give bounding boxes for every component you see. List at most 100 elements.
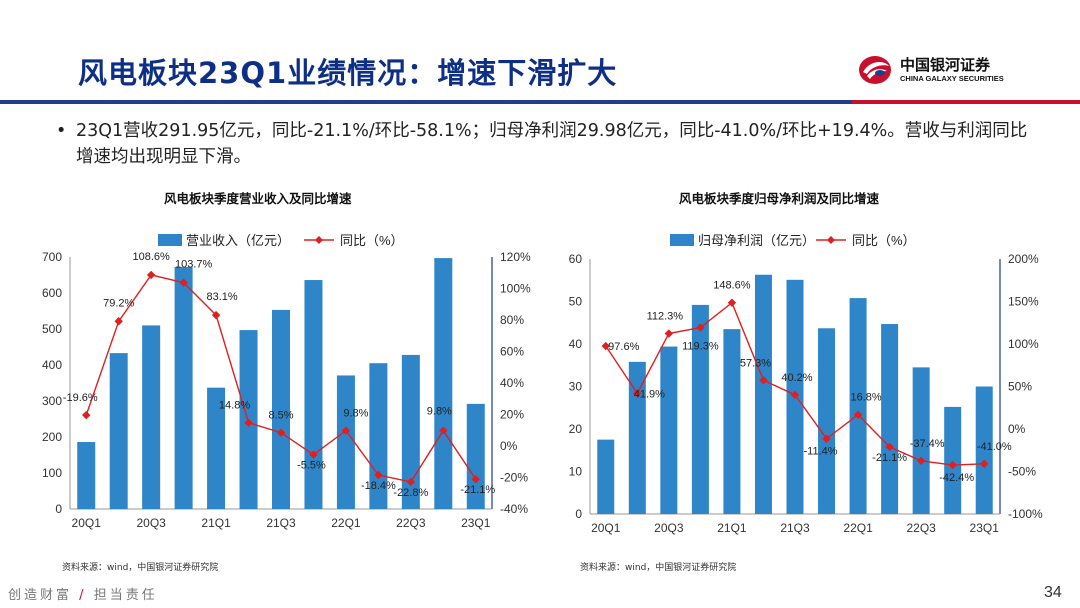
yoy-data-label: 41.9% — [634, 388, 665, 400]
yoy-data-label: -18.4% — [361, 480, 396, 492]
yoy-point-21Q1 — [211, 310, 221, 320]
bar-20Q1 — [597, 439, 615, 514]
footer-slash: / — [79, 588, 87, 603]
source-note-revenue: 资料来源：wind，中国银河证券研究院 — [62, 563, 219, 573]
yoy-data-label: 16.8% — [850, 392, 881, 404]
bar-21Q4 — [818, 328, 836, 514]
bar-20Q1 — [77, 442, 96, 509]
bar-22Q3 — [912, 367, 930, 514]
footer-slogan-left: 创造财富 — [8, 588, 73, 603]
bullet-marker: • — [56, 121, 67, 141]
x-tick-label: 22Q1 — [331, 516, 361, 530]
legend-line-marker — [827, 236, 835, 244]
bar-20Q2 — [109, 353, 128, 509]
logo-text-en: CHINA GALAXY SECURITIES — [900, 74, 1004, 83]
y-left-tick-label: 20 — [569, 422, 583, 436]
yoy-data-label: 119.3% — [682, 341, 719, 353]
yoy-point-20Q3 — [664, 329, 674, 338]
yoy-point-21Q4 — [822, 434, 831, 443]
yoy-point-20Q4 — [179, 278, 188, 287]
x-tick-label: 23Q1 — [970, 521, 1000, 535]
footer-slogan-right: 担当责任 — [93, 588, 158, 603]
y-left-tick-label: 700 — [42, 250, 62, 264]
yoy-point-22Q2 — [374, 470, 383, 480]
x-tick-label: 22Q1 — [843, 521, 873, 535]
yoy-data-label: 40.2% — [781, 372, 812, 384]
y-right-tick-label: 20% — [500, 408, 524, 422]
y-left-tick-label: 60 — [569, 252, 583, 266]
legend-bar-swatch — [670, 234, 694, 246]
summary-bullet: • 23Q1营收291.95亿元，同比-21.1%/环比-58.1%；归母净利润… — [56, 118, 1036, 170]
yoy-point-20Q2 — [114, 317, 123, 326]
bar-23Q1 — [466, 403, 485, 509]
y-right-tick-label: -100% — [1008, 507, 1043, 521]
yoy-data-label: -21.1% — [460, 484, 495, 496]
chart-title-profit: 风电板块季度归母净利润及同比增速 — [679, 191, 880, 206]
bar-21Q4 — [304, 280, 323, 509]
y-right-tick-label: 40% — [500, 376, 524, 390]
galaxy-logo-icon — [859, 56, 891, 84]
yoy-data-label: -37.4% — [910, 438, 945, 450]
footer-slogan: 创造财富 / 担当责任 — [8, 584, 158, 603]
y-right-tick-label: -40% — [500, 502, 528, 516]
yoy-data-label: 112.3% — [647, 311, 684, 323]
bar-22Q4 — [434, 258, 453, 509]
yoy-point-20Q4 — [696, 323, 705, 332]
yoy-data-label: -19.6% — [63, 392, 98, 404]
legend-line-marker — [315, 236, 323, 244]
legend-bar-swatch — [158, 234, 182, 246]
y-left-tick-label: 500 — [42, 322, 62, 336]
bar-21Q2 — [754, 274, 772, 514]
legend-line-label: 同比（%） — [340, 233, 404, 248]
x-tick-label: 20Q1 — [591, 521, 621, 535]
yoy-point-22Q1 — [341, 426, 351, 435]
yoy-data-label: 79.2% — [103, 297, 134, 309]
y-left-tick-label: 100 — [42, 466, 62, 480]
bar-21Q3 — [272, 309, 290, 509]
y-left-tick-label: 30 — [569, 380, 583, 394]
legend-bar-label: 营业收入（亿元） — [186, 233, 290, 248]
yoy-data-label: -5.5% — [297, 460, 326, 472]
y-right-tick-label: 80% — [500, 313, 524, 327]
bar-20Q4 — [691, 304, 709, 514]
bar-22Q2 — [881, 324, 899, 514]
legend-line-label: 同比（%） — [852, 233, 916, 248]
y-right-tick-label: 200% — [1008, 252, 1039, 266]
y-left-tick-label: 0 — [575, 507, 582, 521]
yoy-data-label: 9.8% — [427, 406, 452, 418]
y-right-tick-label: 100% — [500, 282, 531, 296]
y-right-tick-label: 60% — [500, 345, 524, 359]
profit-chart: 0 10 20 30 40 50 60 -100% -50% 0% 50% 100% 150% 200% 2… — [569, 233, 1043, 535]
y-right-tick-label: -50% — [1008, 465, 1036, 479]
y-right-tick-label: 0% — [500, 439, 518, 453]
bar-22Q3 — [401, 354, 420, 509]
bar-20Q2 — [628, 361, 646, 514]
yoy-data-label: 148.6% — [713, 280, 751, 292]
y-right-tick-label: -20% — [500, 471, 528, 485]
yoy-point-21Q2 — [759, 376, 768, 385]
y-left-tick-label: 10 — [569, 465, 583, 479]
yoy-point-22Q4 — [439, 426, 448, 435]
x-tick-label: 22Q3 — [396, 516, 426, 530]
yoy-point-20Q1 — [82, 410, 91, 420]
yoy-data-label: -22.8% — [393, 487, 428, 499]
x-tick-label: 20Q3 — [136, 516, 166, 530]
yoy-data-label: 57.3% — [740, 357, 771, 369]
x-tick-label: 21Q3 — [266, 516, 296, 530]
yoy-data-label: 108.6% — [132, 251, 170, 263]
bar-20Q4 — [174, 267, 193, 509]
summary-text: 23Q1营收291.95亿元，同比-21.1%/环比-58.1%；归母净利润29… — [76, 121, 1028, 167]
y-left-tick-label: 0 — [55, 502, 62, 516]
x-tick-label: 21Q1 — [201, 516, 231, 530]
page-title: 风电板块23Q1业绩情况：增速下滑扩大 — [78, 56, 618, 90]
yoy-data-label: 14.8% — [219, 400, 250, 412]
y-left-tick-label: 40 — [569, 337, 583, 351]
y-left-tick-label: 200 — [42, 430, 62, 444]
bar-23Q1 — [975, 386, 993, 514]
yoy-data-label: 83.1% — [206, 291, 237, 303]
yoy-point-21Q4 — [309, 450, 318, 459]
bar-20Q3 — [660, 346, 678, 514]
y-left-tick-label: 300 — [42, 394, 62, 408]
x-tick-label: 22Q3 — [906, 521, 936, 535]
yoy-data-label: 8.5% — [268, 410, 293, 422]
